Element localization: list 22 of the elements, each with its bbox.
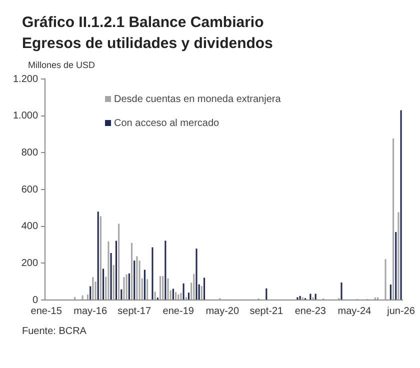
y-tick-label: 1.000 [12, 110, 38, 122]
x-tick-label: may-24 [338, 306, 372, 317]
chart-subtitle: Egresos de utilidades y dividendos [22, 35, 274, 52]
x-tick-label: sept-21 [250, 306, 284, 317]
y-tick-label: 0 [32, 294, 38, 306]
legend-label: Con acceso al mercado [114, 118, 220, 129]
y-tick-label: 1.200 [12, 74, 38, 85]
x-tick-label: ene-23 [294, 306, 326, 317]
x-tick-label: jun-26 [386, 306, 416, 317]
x-tick-label: may-20 [206, 306, 240, 317]
y-tick-label: 800 [21, 147, 38, 158]
x-tick-label: ene-19 [162, 306, 194, 317]
x-tick-label: ene-15 [30, 306, 62, 317]
y-tick-label: 600 [21, 184, 38, 196]
y-tick-label: 400 [21, 221, 38, 232]
source-note: Fuente: BCRA [22, 326, 88, 337]
x-tick-label: may-16 [74, 306, 108, 317]
y-tick-label: 200 [21, 258, 38, 269]
x-tick-label: sept-17 [118, 306, 152, 317]
legend-label: Desde cuentas en moneda extranjera [114, 94, 282, 105]
y-axis-title: Millones de USD [28, 60, 96, 70]
chart-title: Gráfico II.1.2.1 Balance Cambiario [22, 13, 265, 31]
